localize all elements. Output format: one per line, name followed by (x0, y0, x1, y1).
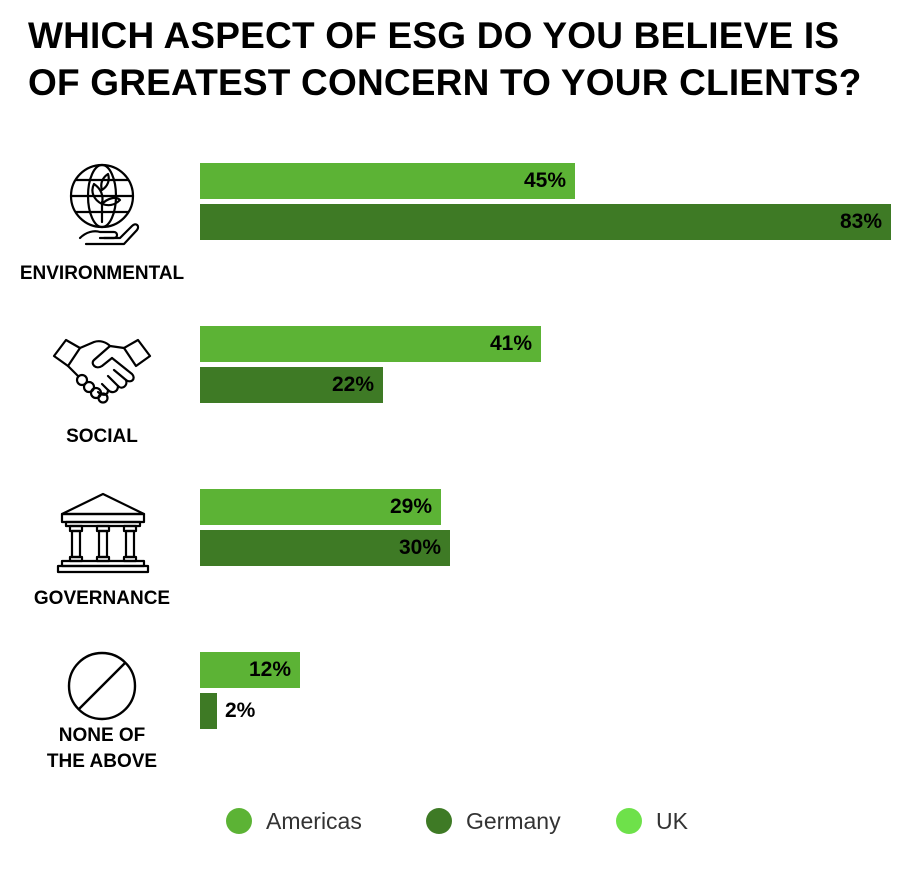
category-label-none-of-the-above: NONE OF THE ABOVE (2, 723, 202, 775)
bar-value-label: 12% (248, 658, 291, 681)
legend-label: UK (656, 808, 688, 834)
bar-value-label: 2% (225, 699, 256, 722)
bar-value-label: 29% (389, 495, 432, 518)
globe-plant-hand-icon (69, 163, 140, 246)
legend-swatch (616, 808, 642, 834)
category-label-social: SOCIAL (66, 426, 138, 447)
bar-value-label: 83% (839, 210, 882, 233)
legend-label: Germany (466, 808, 561, 834)
bar-americas-0 (200, 163, 575, 199)
prohibited-circle-icon (67, 651, 137, 721)
legend-swatch (226, 808, 252, 834)
category-label-environmental: ENVIRONMENTAL (19, 263, 185, 284)
legend-swatch (426, 808, 452, 834)
category-label-line: THE ABOVE (46, 751, 158, 772)
bar-value-label: 45% (523, 169, 566, 192)
bank-building-icon (56, 492, 150, 574)
bar-value-label: 22% (331, 373, 374, 396)
category-label-line: NONE OF (58, 725, 146, 746)
bar-americas-2 (200, 489, 441, 525)
bar-germany-0 (200, 204, 891, 240)
bar-germany-1 (200, 367, 383, 403)
bar-germany-3 (200, 693, 217, 729)
bar-germany-2 (200, 530, 450, 566)
bar-value-label: 41% (489, 332, 532, 355)
category-label-governance: GOVERNANCE (33, 588, 171, 609)
bar-value-label: 30% (398, 536, 441, 559)
bar-americas-1 (200, 326, 541, 362)
handshake-icon (52, 338, 152, 404)
chart-title: WHICH ASPECT OF ESG DO YOU BELIEVE IS OF… (28, 15, 862, 103)
bar-americas-3 (200, 652, 300, 688)
legend-label: Americas (266, 808, 362, 834)
